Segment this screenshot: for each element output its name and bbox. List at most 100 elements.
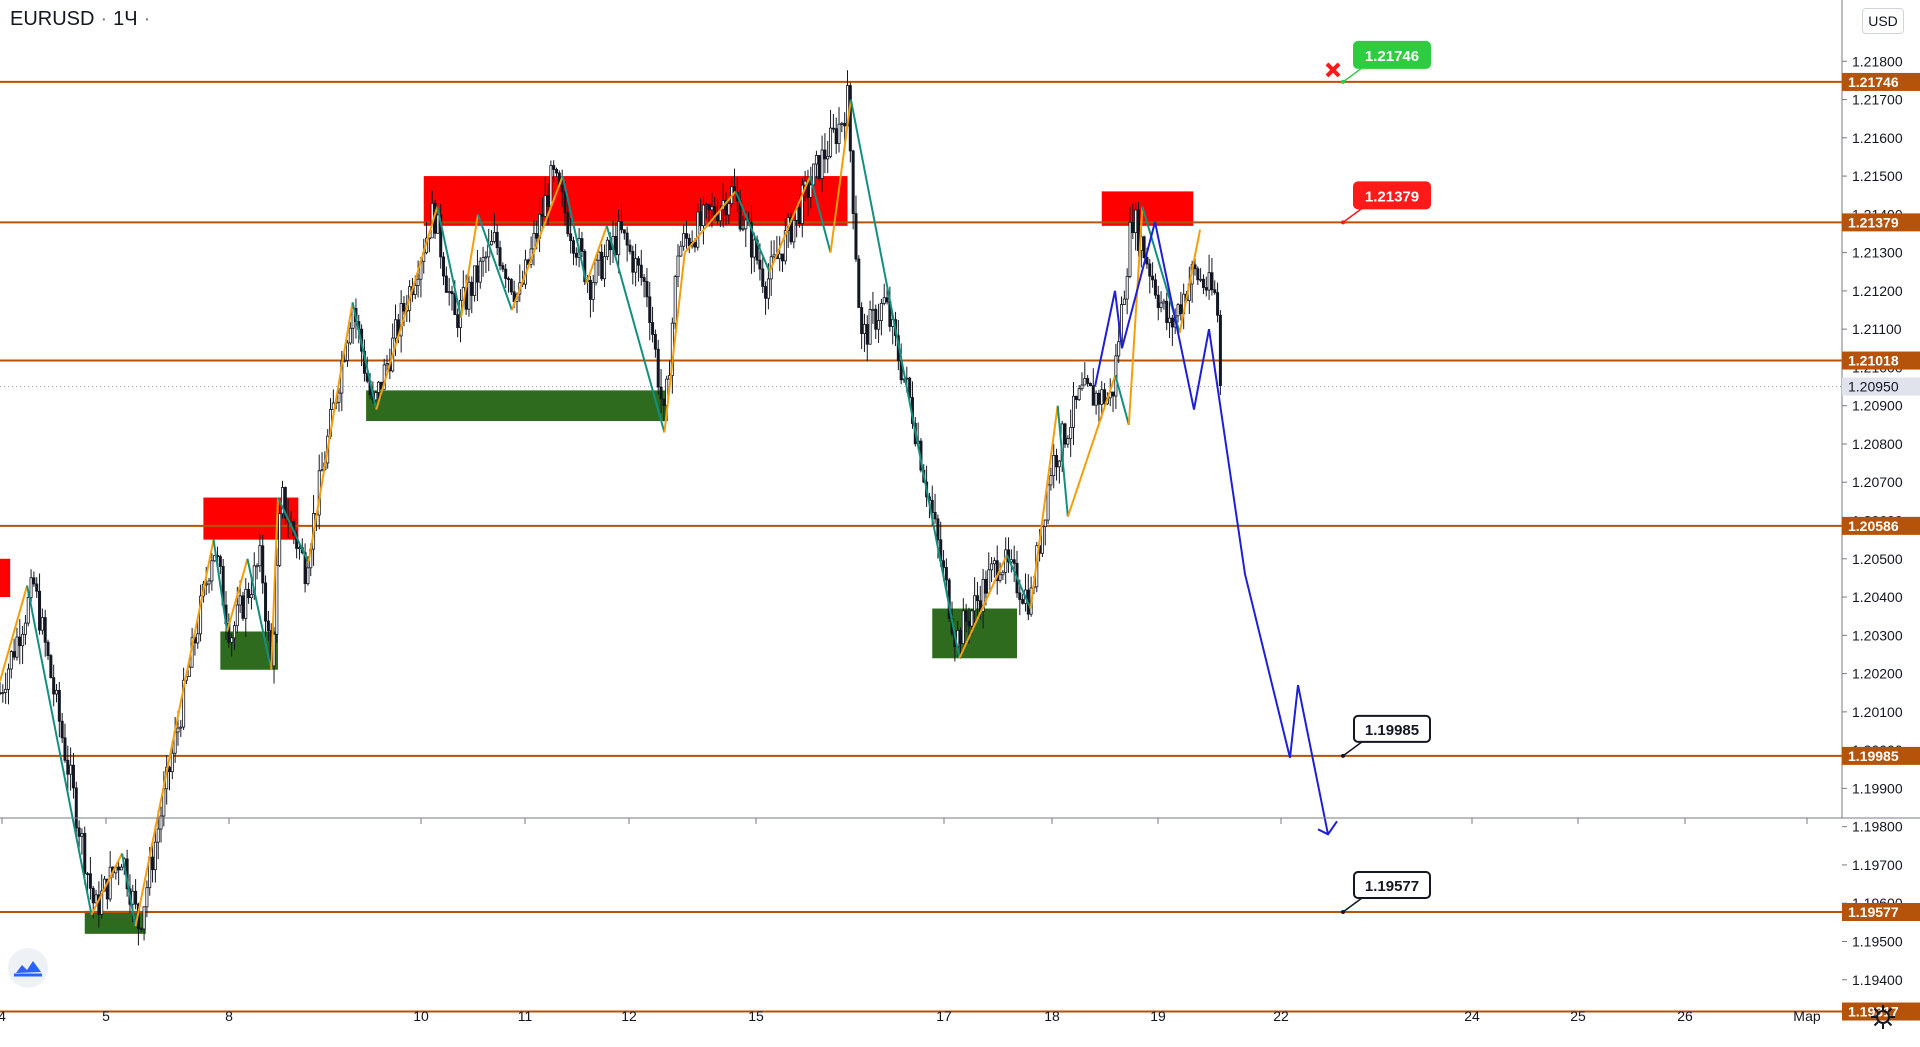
supply-zone[interactable] xyxy=(1101,191,1194,226)
symbol-label[interactable]: EURUSD · 1Ч · xyxy=(10,8,156,31)
candle-body xyxy=(566,212,570,235)
candle-body xyxy=(29,577,33,598)
timeframe-label[interactable]: 1Ч xyxy=(113,8,138,30)
candle-body xyxy=(393,319,397,339)
candle-body xyxy=(1131,221,1135,233)
candle-body xyxy=(704,204,708,206)
current-price-tag xyxy=(1842,377,1920,396)
price-tick-label: 1.20300 xyxy=(1852,627,1903,643)
candle-body xyxy=(970,610,974,627)
candle-body xyxy=(207,580,211,585)
zigzag-segment xyxy=(375,206,439,410)
candle-body xyxy=(879,302,883,321)
candle-body xyxy=(88,873,92,889)
price-callout[interactable] xyxy=(1353,714,1431,743)
supply-zone[interactable] xyxy=(423,176,848,226)
supply-zone[interactable] xyxy=(0,558,11,598)
candle-body xyxy=(713,206,717,216)
candle-body xyxy=(348,327,352,344)
tradingview-logo-icon[interactable] xyxy=(8,948,48,988)
candle-body xyxy=(176,727,180,733)
candle-body xyxy=(865,324,869,345)
candle-body xyxy=(741,228,745,231)
demand-zone[interactable] xyxy=(84,910,146,934)
candle-body xyxy=(1168,317,1172,323)
candle-body xyxy=(1218,314,1222,386)
candle-body xyxy=(877,320,881,330)
currency-badge[interactable]: USD xyxy=(1862,8,1904,34)
candle-body xyxy=(710,206,714,211)
candle-body xyxy=(283,487,287,519)
candle-body xyxy=(1122,298,1126,305)
candle-body xyxy=(343,360,347,362)
candle-body xyxy=(167,766,171,773)
candle-body xyxy=(399,303,403,337)
candle-body xyxy=(814,155,818,165)
price-callout[interactable] xyxy=(1353,871,1431,900)
candle-body xyxy=(809,184,813,198)
candle-body xyxy=(1199,278,1203,281)
candle-body xyxy=(55,689,59,695)
candle-body xyxy=(247,588,251,599)
zigzag-segment xyxy=(0,585,29,682)
separator-dot: · xyxy=(100,8,108,30)
candle-body xyxy=(642,277,646,282)
candle-body xyxy=(591,282,595,300)
price-tick-label: 1.21100 xyxy=(1852,321,1902,337)
time-tick-label: 12 xyxy=(621,1008,637,1024)
price-callout[interactable] xyxy=(1353,181,1431,210)
candle-body xyxy=(105,878,109,900)
candle-body xyxy=(605,239,609,257)
candle-body xyxy=(843,122,847,127)
candle-body xyxy=(1117,341,1121,357)
candle-body xyxy=(653,333,657,350)
candle-body xyxy=(153,841,157,871)
candle-body xyxy=(475,265,479,283)
demand-zone[interactable] xyxy=(366,390,668,422)
callout-anchor xyxy=(1341,220,1345,225)
price-callout[interactable] xyxy=(1353,40,1431,69)
price-callout-label: 1.19985 xyxy=(1365,722,1419,739)
candle-body xyxy=(264,582,268,622)
candle-body xyxy=(973,595,977,612)
candle-body xyxy=(9,651,13,670)
zigzag-segment xyxy=(270,497,279,670)
forecast-path[interactable] xyxy=(1094,221,1329,835)
candle-body xyxy=(1094,392,1098,406)
candle-body xyxy=(145,887,149,908)
time-tick-label: 17 xyxy=(936,1008,952,1024)
candle-body xyxy=(1193,264,1197,270)
zigzag-segment xyxy=(26,585,93,915)
candle-body xyxy=(727,203,731,216)
zigzag-segment xyxy=(436,206,463,318)
level-price-tag-label: 1.19577 xyxy=(1848,904,1899,920)
zigzag-segment xyxy=(958,554,1008,659)
candle-body xyxy=(1153,279,1157,296)
red-cross-icon[interactable] xyxy=(1325,62,1341,78)
dot-menu-icon[interactable]: · xyxy=(143,8,151,30)
candle-body xyxy=(385,363,389,366)
candle-body xyxy=(481,257,485,262)
level-price-tag-label: 1.20586 xyxy=(1848,518,1899,534)
candle-body xyxy=(1134,209,1138,233)
candle-body xyxy=(662,398,666,406)
time-tick-label: 26 xyxy=(1677,1008,1693,1024)
candle-body xyxy=(1021,599,1025,604)
gear-icon[interactable] xyxy=(1868,1002,1898,1032)
candle-body xyxy=(781,253,785,262)
candle-body xyxy=(868,309,872,345)
candle-body xyxy=(117,866,121,871)
zigzag-segment xyxy=(663,252,686,433)
price-tick-label: 1.20900 xyxy=(1852,398,1903,414)
candle-body xyxy=(701,204,705,227)
candle-body xyxy=(492,231,496,242)
zigzag-segment xyxy=(351,302,378,410)
candle-body xyxy=(1086,378,1090,384)
candle-body xyxy=(187,666,191,677)
forecast-arrowhead xyxy=(1317,820,1338,836)
candle-body xyxy=(1052,455,1056,477)
time-tick-label: Мар xyxy=(1793,1008,1821,1024)
candle-body xyxy=(862,324,866,334)
